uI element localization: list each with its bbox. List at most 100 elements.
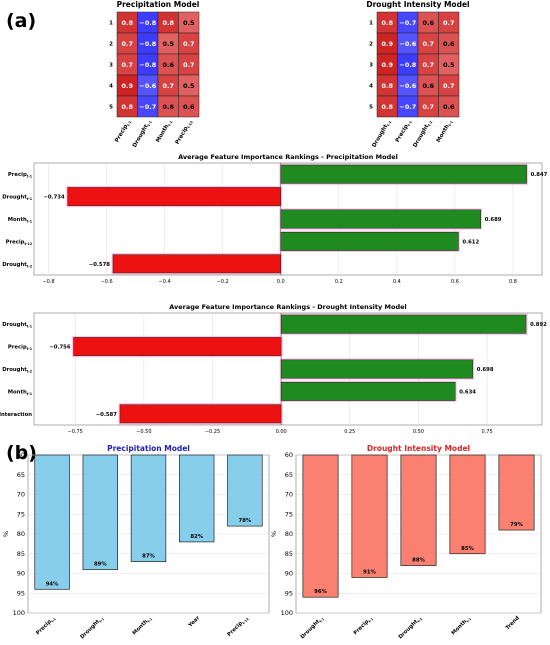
x-tick-label: −0.75 [68,429,83,435]
value-label: −0.756 [49,345,71,351]
category-label: Trend [505,615,521,631]
heatmap-title: Precipitation Model [117,0,200,9]
heatmap-value: 0.8 [381,19,393,27]
heatmap-value: −0.8 [139,40,156,48]
y-tick-label: 75 [17,510,25,518]
heatmap-value: 0.8 [121,19,133,27]
x-tick-label: 0.6 [451,279,459,285]
x-tick-label: −0.50 [136,429,151,435]
value-label: 82% [190,534,203,540]
category-label: Year [187,615,202,630]
value-label: 94% [46,581,59,587]
y-tick-label: 80 [285,530,293,538]
value-label: 0.634 [459,389,476,395]
value-label: 78% [239,518,252,524]
heatmap-value: −0.7 [399,19,416,27]
value-label: 88% [412,558,425,564]
heatmap-value: 0.6 [162,61,174,69]
y-tick-label: 85 [17,550,25,558]
value-label: −0.578 [89,262,111,268]
x-tick-label: 0.4 [393,279,401,285]
value-label: −0.734 [43,195,65,201]
x-tick-label: −0.8 [42,279,54,285]
heatmap-value: −0.8 [139,19,156,27]
value-label: 85% [461,546,474,552]
bar [351,454,388,578]
heatmap-value: 0.7 [162,82,174,90]
x-tick-label: 0.8 [509,279,517,285]
heatmap-value: 0.7 [443,82,455,90]
panel-label-b: (b) [6,442,37,464]
x-tick-label: 0.0 [277,279,285,285]
accuracy-chart-drought-intensity: Drought Intensity Model 60 65 70 75 80 85 90 95 1… [270,444,542,641]
heatmap-value: 0.7 [422,103,434,111]
category-label: Interaction [0,412,32,418]
heatmap-col-label: Precipt-12 [175,118,195,145]
heatmap-col-label: Droughtt-2 [412,118,433,149]
heatmap-value: 0.7 [422,61,434,69]
x-tick-label: 0.75 [482,429,493,435]
y-axis-label: % [2,531,10,537]
category-label: Droughtt-1 [300,615,326,641]
category-label: Montht-1 [451,615,473,637]
y-tick-label: 80 [17,530,25,538]
category-label: Droughtt-1 [2,322,32,329]
importance-chart-precipitation: Average Feature Importance Rankings - Pr… [2,153,547,285]
value-label: 0.698 [477,367,494,373]
heatmap-row-label: 2 [109,42,113,48]
y-tick-label: 90 [17,570,25,578]
heatmap-value: 0.6 [443,103,455,111]
value-label: 0.612 [462,239,479,245]
category-label: Droughtt-1 [2,195,32,202]
bar [73,337,282,357]
value-label: 87% [142,554,155,560]
bar [449,454,486,555]
y-tick-label: 95 [285,589,293,597]
heatmap-value: 0.9 [381,61,393,69]
heatmap-col-label: Precipt-1 [395,118,413,143]
category-label: Droughtt-2 [398,615,424,641]
value-label: 0.689 [485,217,502,223]
heatmap-value: 0.8 [381,82,393,90]
category-label: Precipt-1 [8,345,33,352]
heatmap-row-label: 4 [109,84,113,90]
x-tick-label: −0.25 [205,429,220,435]
heatmap-precipitation-model: Precipitation Model 1 0.8 −0.8 0.8 0.5 2 0.7 −0.… [109,0,199,149]
heatmap-value: 0.9 [381,40,393,48]
bar [280,209,481,229]
heatmap-value: −0.8 [399,61,416,69]
bar [280,231,459,251]
heatmap-value: 0.7 [183,40,195,48]
heatmap-row-label: 5 [109,105,113,111]
heatmap-value: 0.6 [162,103,174,111]
heatmap-value: 0.9 [121,82,133,90]
bar [130,454,167,563]
heatmap-value: 0.6 [422,19,434,27]
heatmap-row-label: 3 [369,63,373,69]
bar [178,454,215,543]
value-label: 79% [510,522,523,528]
accuracy-chart-precipitation: Precipitation Model 60 65 70 75 80 85 90 95 100% 9… [2,444,270,640]
category-label: Precipt-12 [226,615,249,638]
value-label: 0.892 [530,322,547,328]
bar [280,314,527,334]
heatmap-value: 0.7 [121,40,133,48]
value-label: 96% [314,589,327,595]
heatmap-row-label: 3 [109,63,113,69]
bar [498,454,535,531]
bar [67,187,281,207]
category-label: Droughtt-2 [2,262,32,269]
bar [112,254,281,274]
y-tick-label: 70 [17,491,25,499]
bar [280,164,527,184]
y-tick-label: 95 [17,589,25,597]
chart-title: Average Feature Importance Rankings - Dr… [169,303,407,311]
heatmap-value: 0.6 [183,103,195,111]
heatmap-value: −0.6 [399,40,416,48]
heatmap-value: 0.8 [162,19,174,27]
category-label: Precipt-1 [353,615,375,637]
bar [119,404,282,424]
heatmap-drought-intensity-model: Drought Intensity Model 1 0.8 −0.7 0.6 0.7 2 0.… [366,0,469,149]
heatmap-row-label: 2 [369,42,373,48]
heatmap-cell [178,95,200,118]
